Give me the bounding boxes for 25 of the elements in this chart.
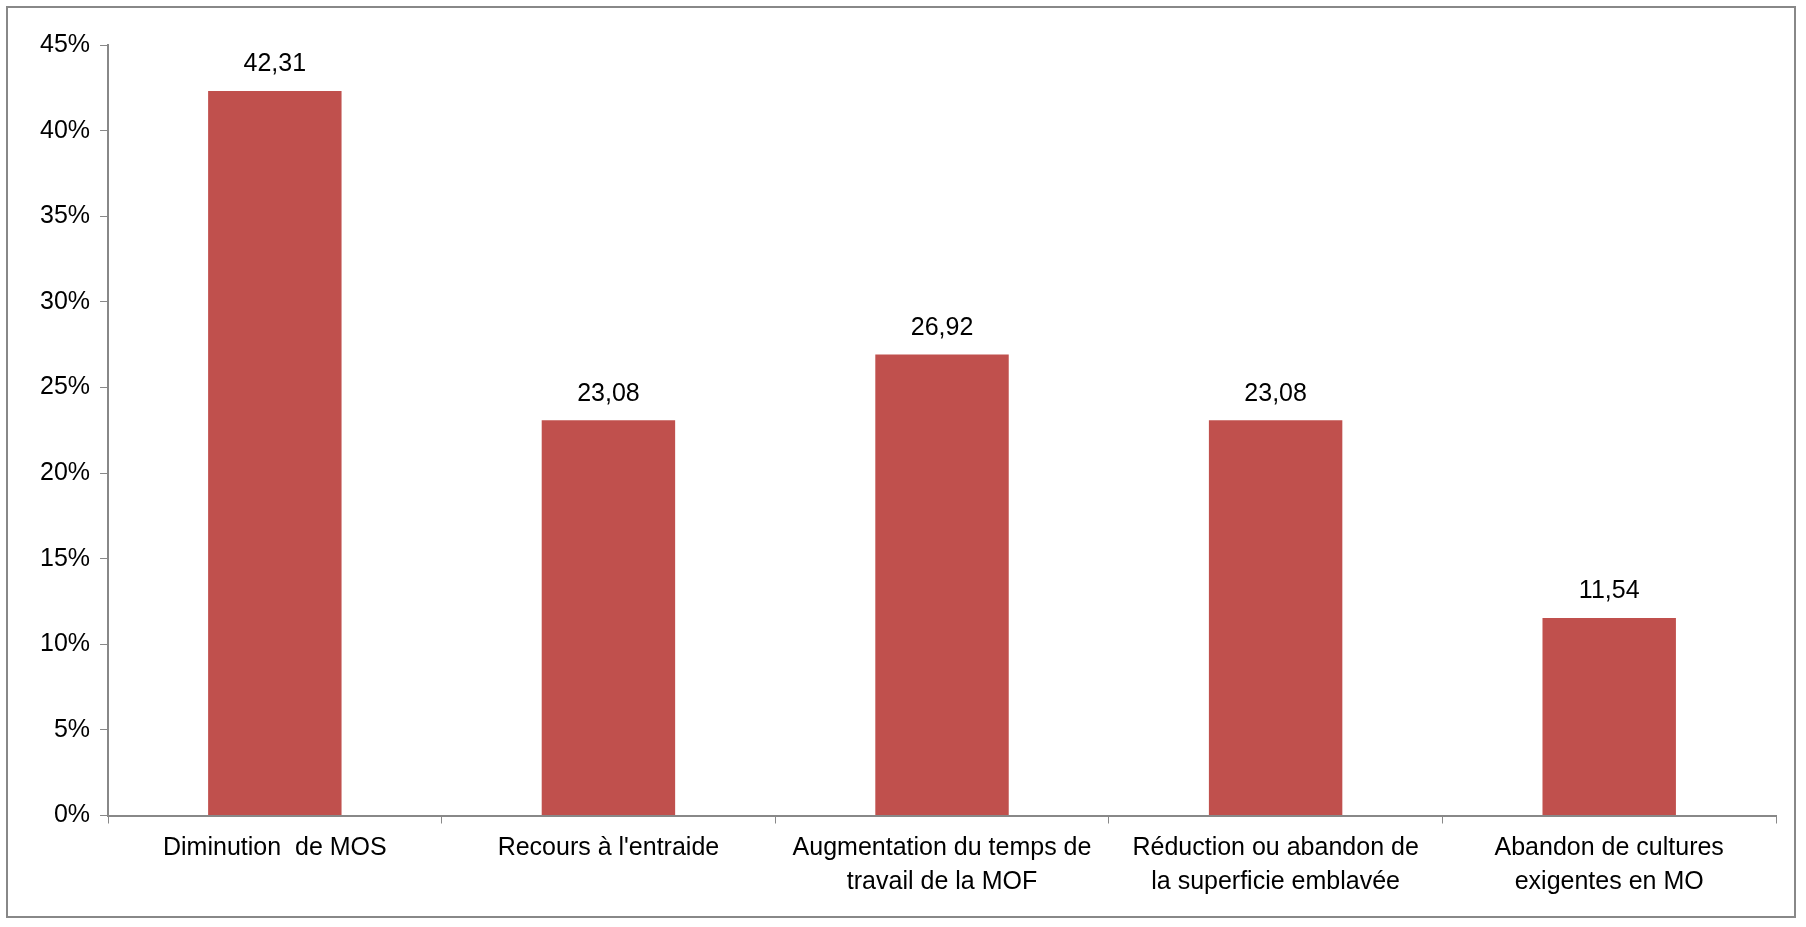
y-tick-label: 30% — [39, 285, 91, 314]
x-tick-label: Recours à l'entraide — [497, 832, 720, 861]
y-tick-label: 5% — [53, 713, 91, 742]
y-tick-label: 35% — [39, 200, 91, 229]
y-tick-label: 15% — [39, 542, 91, 571]
data-label: 26,92 — [910, 311, 974, 340]
bar — [208, 91, 342, 815]
y-tick-label: 10% — [39, 628, 91, 657]
bar — [1542, 617, 1676, 815]
data-label: 42,31 — [243, 48, 307, 77]
bar — [1208, 420, 1343, 815]
x-tick-label: Augmentation du temps de travail de la MOF — [792, 832, 1092, 895]
y-tick-label: 45% — [39, 28, 91, 57]
bar — [875, 354, 1009, 815]
y-tick-label: 20% — [39, 456, 91, 485]
data-label: 23,08 — [577, 377, 640, 406]
x-tick-label: Abandon de cultures exigentes en MO — [1494, 832, 1724, 895]
x-tick-label: Réduction ou abandon de la superficie emblavée — [1132, 832, 1419, 895]
y-tick-label: 0% — [53, 799, 91, 828]
data-label: 11,54 — [1578, 575, 1640, 604]
bar — [541, 420, 676, 815]
y-tick-label: 40% — [39, 114, 91, 143]
data-label: 23,08 — [1244, 377, 1307, 406]
y-tick-label: 25% — [39, 371, 91, 400]
x-tick-label: Diminution de MOS — [162, 832, 387, 861]
